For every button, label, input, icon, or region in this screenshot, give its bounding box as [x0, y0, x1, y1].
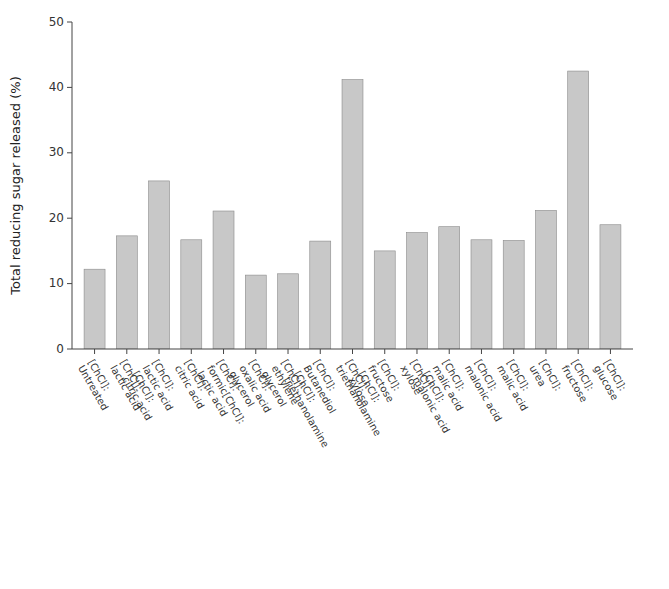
bars	[84, 71, 621, 349]
x-tick-label: [ChCl]:fructose	[560, 358, 600, 405]
x-tick	[610, 349, 611, 354]
bar	[568, 71, 589, 349]
x-tick	[255, 349, 256, 354]
x-tick	[545, 349, 546, 354]
y-axis-line	[72, 22, 73, 349]
x-tick	[384, 349, 385, 354]
bar	[116, 236, 137, 349]
x-tick	[223, 349, 224, 354]
x-tick	[513, 349, 514, 354]
y-tick	[67, 152, 72, 153]
x-tick	[416, 349, 417, 354]
x-tick	[578, 349, 579, 354]
y-tick-label: 40	[49, 80, 64, 94]
y-tick	[67, 22, 72, 23]
bar	[600, 225, 621, 349]
y-axis-label: Total reducing sugar released (%)	[8, 76, 23, 295]
bar	[310, 241, 331, 349]
x-tick	[191, 349, 192, 354]
y-tick-label: 10	[49, 276, 64, 290]
bar	[245, 275, 266, 349]
axes: 01020304050[ChCl]:Untreated[ChCl]:lactic…	[49, 15, 633, 450]
x-tick	[94, 349, 95, 354]
x-tick	[320, 349, 321, 354]
x-tick	[481, 349, 482, 354]
bar	[503, 240, 524, 349]
bar	[149, 181, 170, 349]
bar	[181, 240, 202, 349]
x-tick-label: [ChCl]:glucose	[592, 358, 631, 403]
bar	[84, 269, 105, 349]
bar	[342, 80, 363, 349]
bar	[535, 210, 556, 349]
x-tick	[352, 349, 353, 354]
x-tick	[288, 349, 289, 354]
bar	[439, 227, 460, 349]
y-tick-label: 30	[49, 145, 64, 159]
bar	[374, 251, 395, 349]
y-tick-label: 20	[49, 211, 64, 225]
y-tick	[67, 283, 72, 284]
x-tick-label: [ChCl]:fructose[ChCl]:xylose	[346, 358, 406, 416]
bar	[407, 233, 428, 349]
x-tick	[126, 349, 127, 354]
chart: 01020304050[ChCl]:Untreated[ChCl]:lactic…	[0, 0, 669, 589]
x-tick	[159, 349, 160, 354]
x-tick	[449, 349, 450, 354]
y-tick	[67, 218, 72, 219]
bar	[213, 211, 234, 349]
y-tick-label: 50	[49, 15, 64, 29]
y-tick	[67, 349, 72, 350]
y-tick	[67, 87, 72, 88]
y-tick-label: 0	[56, 342, 64, 356]
bar	[278, 274, 299, 349]
x-tick-label: [ChCl]:urea	[527, 358, 564, 399]
bar	[471, 240, 492, 349]
